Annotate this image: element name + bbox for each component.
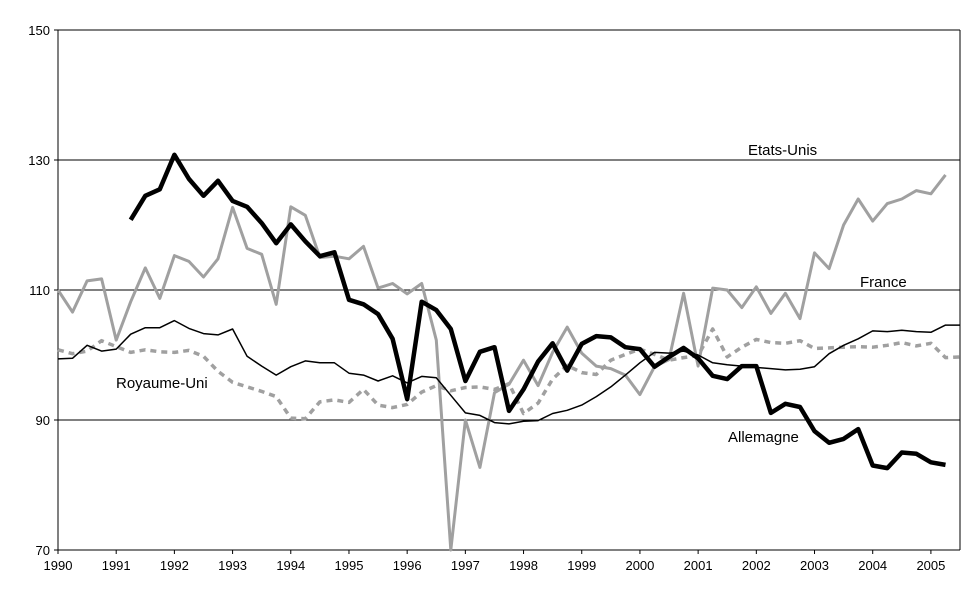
y-tick-label-70: 70 [36, 543, 50, 558]
x-tick-label-2002: 2002 [742, 558, 771, 573]
x-tick-label-1990: 1990 [44, 558, 73, 573]
axes [54, 29, 961, 554]
x-tick-label-1998: 1998 [509, 558, 538, 573]
x-tick-label-2003: 2003 [800, 558, 829, 573]
y-tick-label-90: 90 [36, 413, 50, 428]
y-tick-label-130: 130 [28, 153, 50, 168]
x-tick-label-2005: 2005 [916, 558, 945, 573]
series-lines [56, 152, 961, 552]
x-tick-label-1996: 1996 [393, 558, 422, 573]
label-france: France [860, 274, 907, 291]
label-royaume-uni: Royaume-Uni [116, 375, 208, 392]
gridlines [58, 29, 960, 421]
x-tick-label-2001: 2001 [684, 558, 713, 573]
y-tick-label-110: 110 [29, 283, 50, 298]
label-allemagne: Allemagne [728, 429, 799, 446]
y-tick-label-150: 150 [28, 23, 50, 38]
series-line-etats-unis [56, 173, 947, 552]
x-tick-label-1999: 1999 [567, 558, 596, 573]
series-labels: Etats-Unis France Royaume-Uni Allemagne [116, 142, 907, 446]
series-line-france [57, 319, 960, 425]
series-line-allemagne [128, 152, 946, 471]
x-tick-label-1994: 1994 [276, 558, 305, 573]
x-tick-label-1992: 1992 [160, 558, 189, 573]
x-tick-label-1991: 1991 [102, 558, 131, 573]
x-tick-label-1993: 1993 [218, 558, 247, 573]
x-tick-label-2004: 2004 [858, 558, 887, 573]
x-tick-label-2000: 2000 [625, 558, 654, 573]
label-etats-unis: Etats-Unis [748, 142, 817, 159]
x-tick-label-1995: 1995 [335, 558, 364, 573]
x-axis-tick-labels: 1990 1991 1992 1993 1994 1995 1996 1997 1998 1999… [44, 558, 946, 573]
x-tick-label-1997: 1997 [451, 558, 480, 573]
y-axis-tick-labels: 70 90 110 130 150 [28, 23, 50, 558]
